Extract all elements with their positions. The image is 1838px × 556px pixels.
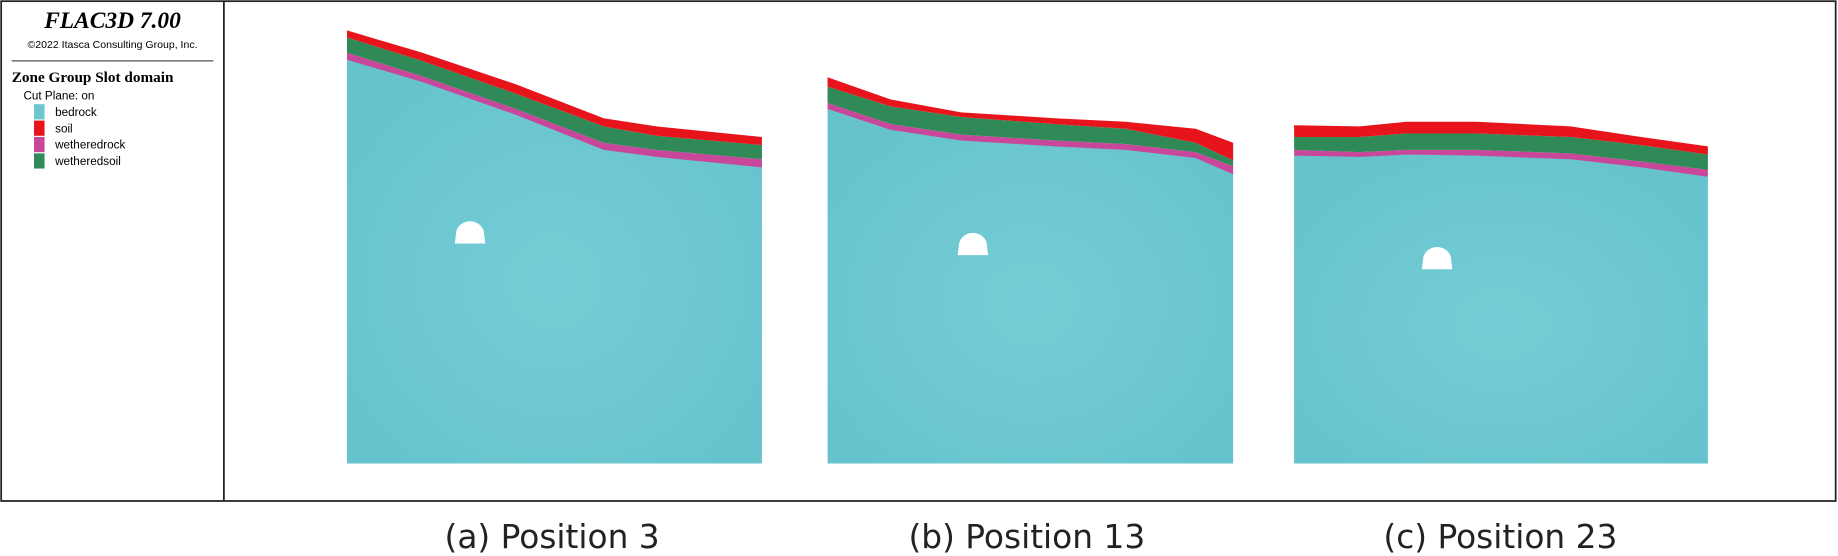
wetheredsoil-zone	[346, 37, 762, 160]
model-view	[1294, 121, 1708, 464]
panels	[346, 30, 1708, 464]
tunnel	[957, 232, 989, 256]
model-view	[827, 77, 1234, 464]
bedrock-zone	[346, 58, 762, 464]
soil-zone	[827, 77, 1234, 161]
wetheredsoil-zone	[1294, 133, 1708, 170]
legend-swatch	[33, 104, 45, 120]
legend-swatch	[33, 136, 45, 153]
legend: bedrock soil wetheredrock wetheredsoil	[33, 104, 126, 169]
tunnel	[454, 221, 486, 244]
tunnel	[1421, 246, 1453, 270]
caption: (c) Position 23	[1383, 518, 1617, 556]
copyright: ©2022 Itasca Consulting Group, Inc.	[28, 39, 198, 51]
caption: (b) Position 13	[908, 518, 1145, 556]
wetheredrock-zone	[1294, 149, 1708, 177]
legend-label: bedrock	[55, 106, 97, 119]
legend-label: wetheredrock	[54, 139, 125, 152]
legend-swatch	[33, 153, 45, 169]
bedrock-zone	[1294, 153, 1708, 464]
caption: (a) Position 3	[445, 518, 660, 556]
legend-label: wetheredsoil	[54, 155, 121, 168]
soil-zone	[1294, 121, 1708, 155]
legend-subtitle: Cut Plane: on	[23, 90, 94, 103]
wetheredsoil-zone	[827, 86, 1234, 167]
legend-label: soil	[55, 122, 73, 135]
bedrock-zone	[827, 107, 1234, 464]
legend-title: Zone Group Slot domain	[12, 69, 174, 86]
model-view	[346, 30, 762, 464]
wetheredrock-zone	[346, 52, 762, 168]
legend-swatch	[33, 120, 45, 136]
soil-zone	[346, 30, 762, 146]
app-title: FLAC3D 7.00	[43, 8, 181, 34]
